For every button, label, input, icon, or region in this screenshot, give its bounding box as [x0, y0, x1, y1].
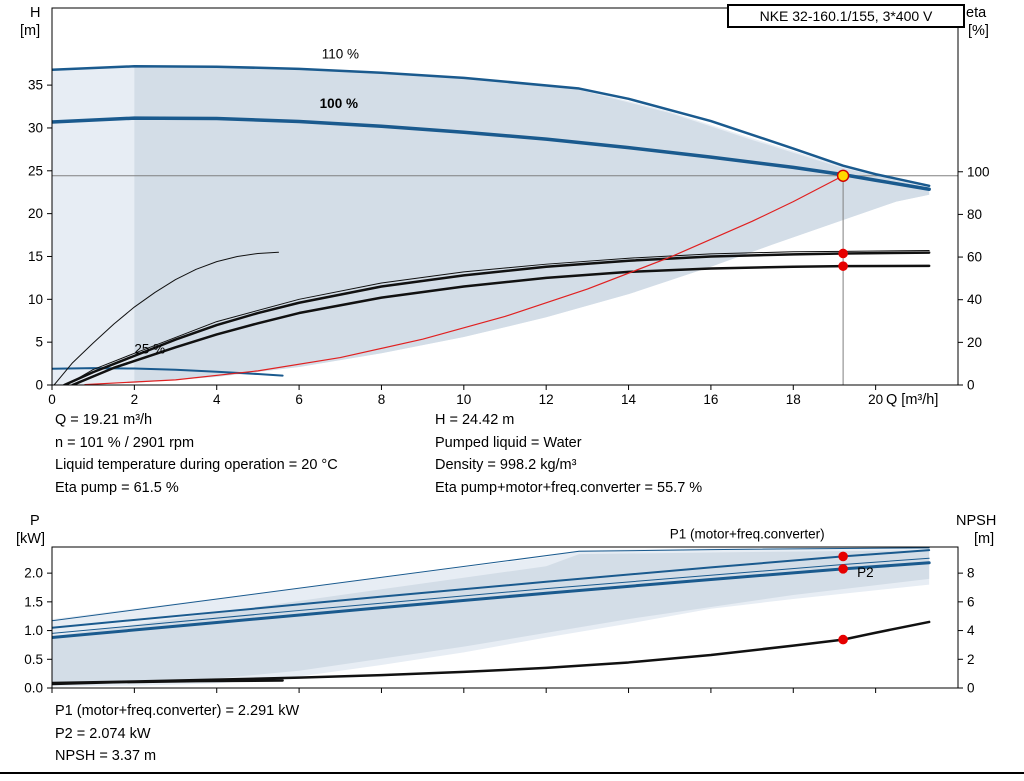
h-axis-unit: [m] [20, 23, 41, 39]
result-data: P1 (motor+freq.converter) = 2.291 kW P2 … [55, 700, 299, 768]
svg-text:0: 0 [967, 378, 975, 393]
svg-text:16: 16 [703, 392, 718, 407]
svg-text:2: 2 [967, 652, 975, 667]
top-ticks: 0 2 4 6 8 10 12 14 16 18 20 0 5 10 15 20 25 30 35 0 20 40 60 80… [28, 78, 990, 407]
eta-curve-25-speed [53, 251, 279, 385]
speed-curve-110 [52, 65, 931, 188]
svg-text:8: 8 [378, 392, 386, 407]
p1-point [838, 551, 848, 562]
svg-text:20: 20 [868, 392, 883, 407]
h-axis-name: H [30, 5, 41, 21]
power-band-inner [52, 550, 930, 685]
speed-curve-25 [52, 367, 284, 377]
svg-text:0: 0 [35, 378, 43, 393]
eta-pump-curve [63, 251, 931, 385]
svg-text:2: 2 [131, 392, 139, 407]
op-speed-line: n = 101 % / 2901 rpm [55, 434, 195, 451]
eta-tolerance-curve [65, 249, 930, 385]
svg-text:5: 5 [35, 335, 43, 350]
svg-text:8: 8 [967, 566, 975, 581]
svg-text:60: 60 [967, 250, 982, 265]
svg-text:25: 25 [28, 163, 43, 178]
svg-text:6: 6 [967, 594, 975, 609]
svg-text:12: 12 [539, 392, 554, 407]
eta-pump-point [838, 248, 848, 259]
operating-data-left: Q = 19.21 m³/h n = 101 % / 2901 rpm Liqu… [55, 409, 338, 499]
svg-text:10: 10 [456, 392, 471, 407]
q-axis-label: Q [m³/h] [886, 392, 939, 408]
svg-text:4: 4 [967, 623, 975, 638]
op-eta-total-line: Eta pump+motor+freq.converter = 55.7 % [435, 479, 703, 496]
bot-ticks: 0.0 0.5 1.0 1.5 2.0 0 2 4 6 8 [24, 566, 975, 696]
svg-text:10: 10 [28, 292, 43, 307]
svg-text:30: 30 [28, 120, 43, 135]
svg-text:1.5: 1.5 [24, 594, 43, 609]
result-npsh-line: NPSH = 3.37 m [55, 748, 157, 764]
svg-text:4: 4 [213, 392, 221, 407]
svg-text:0: 0 [48, 392, 56, 407]
pump-model-label: NKE 32-160.1/155, 3*400 V [759, 8, 933, 24]
top-frame [51, 7, 959, 386]
eta-total-point [838, 261, 848, 271]
footer-rule [0, 772, 1024, 774]
svg-text:6: 6 [295, 392, 303, 407]
svg-text:2.0: 2.0 [24, 566, 43, 581]
pump-model-box: NKE 32-160.1/155, 3*400 V [727, 4, 965, 28]
op-temperature-line: Liquid temperature during operation = 20… [55, 457, 338, 473]
eta-total-curve [71, 264, 931, 385]
operating-envelope-inner [134, 66, 930, 383]
svg-text:18: 18 [786, 392, 801, 407]
npsh-axis-unit: [m] [974, 531, 995, 547]
op-flow-line: Q = 19.21 m³/h [55, 412, 153, 428]
svg-text:0.5: 0.5 [24, 652, 43, 667]
svg-text:1.0: 1.0 [24, 623, 43, 638]
op-eta-pump-line: Eta pump = 61.5 % [55, 479, 179, 496]
p1-max-line [52, 547, 930, 622]
p2-point [838, 564, 848, 574]
svg-text:80: 80 [967, 207, 982, 222]
svg-text:35: 35 [28, 78, 43, 93]
eta-axis-unit: [%] [968, 23, 989, 39]
label-p2: P2 [857, 565, 874, 580]
result-p1-line: P1 (motor+freq.converter) = 2.291 kW [55, 703, 300, 719]
bot-frame [51, 546, 959, 689]
p2-tolerance-line [52, 557, 930, 634]
system-curve [84, 175, 844, 385]
svg-text:20: 20 [28, 206, 43, 221]
svg-text:20: 20 [967, 335, 982, 350]
svg-text:0.0: 0.0 [24, 681, 43, 696]
svg-text:14: 14 [621, 392, 637, 407]
op-liquid-line: Pumped liquid = Water [435, 434, 582, 451]
duty-point [836, 169, 850, 182]
svg-text:100: 100 [967, 164, 990, 179]
svg-text:15: 15 [28, 249, 43, 264]
op-density-line: Density = 998.2 kg/m³ [435, 457, 577, 473]
npsh-point [838, 634, 848, 645]
result-p2-line: P2 = 2.074 kW [55, 725, 151, 742]
op-head-line: H = 24.42 m [435, 412, 515, 428]
svg-text:40: 40 [967, 292, 982, 307]
eta-axis-name: eta [966, 5, 987, 21]
label-100-percent: 100 % [320, 96, 358, 111]
operating-data-right: H = 24.42 m Pumped liquid = Water Densit… [435, 409, 702, 499]
label-25-percent: 25 % [134, 341, 165, 356]
p-axis-unit: [kW] [16, 531, 45, 547]
npsh-axis-name: NPSH [956, 513, 997, 529]
p-axis-name: P [30, 513, 40, 529]
label-110-percent: 110 % [322, 47, 359, 62]
svg-text:0: 0 [967, 681, 975, 696]
label-p1: P1 (motor+freq.converter) [670, 527, 825, 542]
